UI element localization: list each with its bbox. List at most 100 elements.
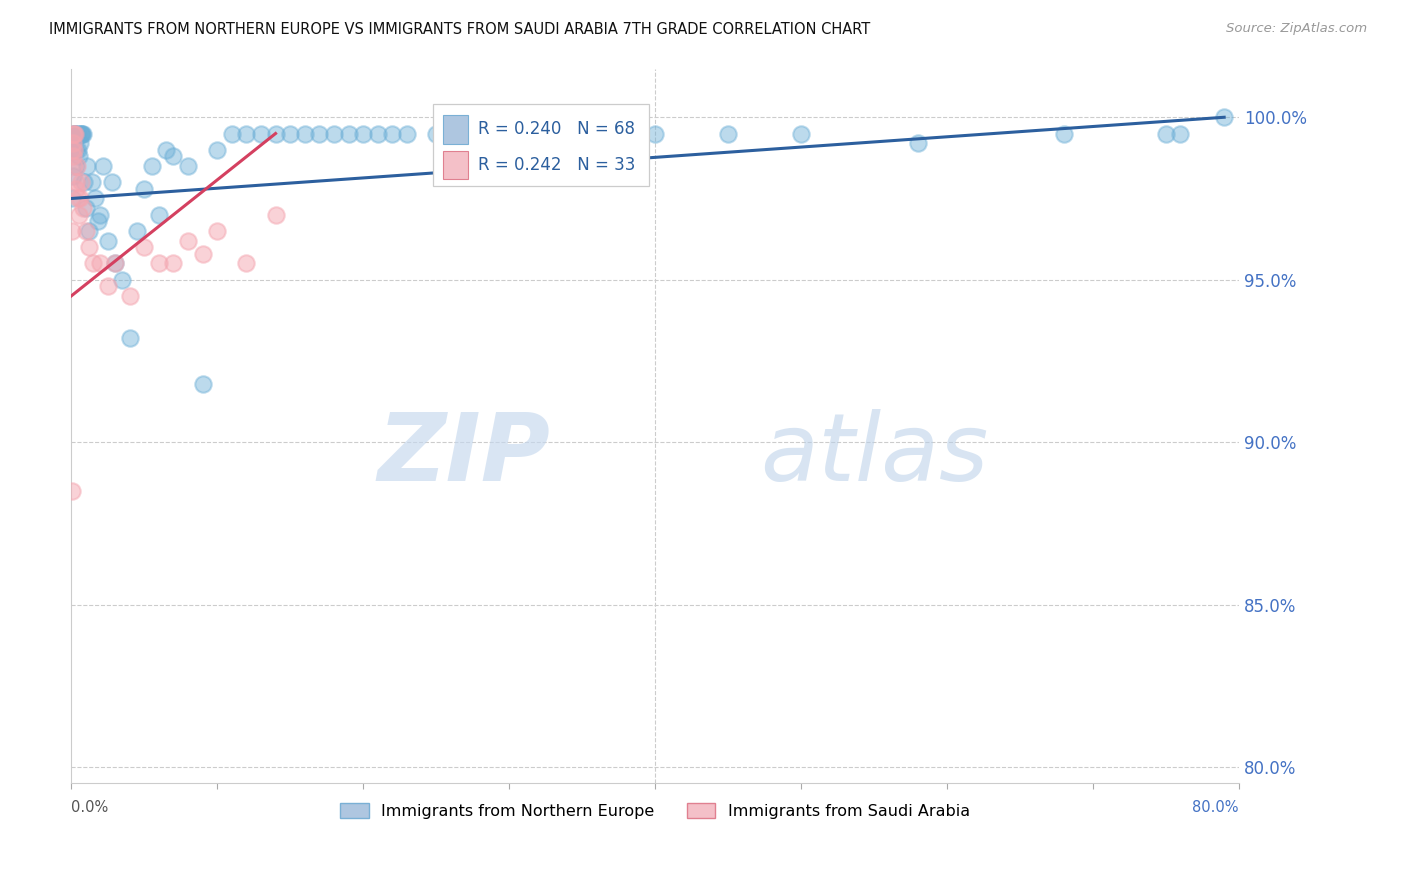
Text: R = 0.240   N = 68: R = 0.240 N = 68 [478, 120, 634, 138]
Point [83, 192, 105, 206]
Point [86, 214, 108, 228]
Point [221, 127, 243, 141]
Point [264, 208, 287, 222]
Point [381, 127, 404, 141]
Point [278, 127, 301, 141]
Point [205, 143, 228, 157]
Point [527, 127, 550, 141]
Point [63, 127, 86, 141]
Point [97, 279, 120, 293]
Point [205, 224, 228, 238]
Point [162, 256, 184, 270]
Point [104, 256, 127, 270]
Point [1170, 127, 1192, 141]
Point [337, 127, 360, 141]
Point [62, 149, 84, 163]
Text: ZIP: ZIP [377, 409, 550, 500]
Point [89, 256, 111, 270]
Point [65, 127, 87, 141]
Point [571, 127, 593, 141]
Point [790, 127, 813, 141]
Point [63, 133, 86, 147]
Point [235, 127, 257, 141]
Point [72, 127, 94, 141]
Point [62, 136, 84, 151]
Point [73, 175, 96, 189]
Point [177, 234, 200, 248]
Point [97, 234, 120, 248]
Point [177, 159, 200, 173]
Point [644, 127, 666, 141]
Point [101, 175, 124, 189]
Point [65, 159, 87, 173]
Point [63, 127, 86, 141]
Point [65, 182, 87, 196]
Point [80, 175, 103, 189]
Point [63, 159, 86, 173]
Point [125, 224, 148, 238]
Point [66, 143, 89, 157]
Point [118, 289, 141, 303]
Point [65, 143, 87, 157]
Point [67, 149, 90, 163]
Text: R = 0.242   N = 33: R = 0.242 N = 33 [478, 156, 636, 174]
Point [367, 127, 389, 141]
Point [75, 201, 97, 215]
Point [63, 127, 86, 141]
Point [308, 127, 330, 141]
Point [60, 143, 83, 157]
Point [60, 224, 83, 238]
Point [60, 192, 83, 206]
Point [498, 127, 520, 141]
Point [77, 224, 100, 238]
Point [66, 159, 89, 173]
Point [454, 127, 477, 141]
Point [134, 182, 156, 196]
Point [250, 127, 273, 141]
Point [235, 256, 257, 270]
Point [191, 376, 214, 391]
Point [294, 127, 316, 141]
Point [141, 159, 163, 173]
Point [77, 240, 100, 254]
FancyBboxPatch shape [443, 115, 468, 144]
Point [162, 149, 184, 163]
Point [62, 143, 84, 157]
Point [148, 256, 170, 270]
Point [89, 208, 111, 222]
Point [191, 246, 214, 260]
Point [70, 175, 93, 189]
Point [62, 127, 84, 141]
Point [395, 127, 418, 141]
Point [1213, 110, 1236, 124]
Point [65, 175, 87, 189]
Point [76, 159, 98, 173]
FancyBboxPatch shape [433, 104, 650, 186]
Point [69, 192, 91, 206]
Point [717, 127, 740, 141]
Point [93, 159, 115, 173]
Point [111, 273, 134, 287]
Point [907, 136, 929, 151]
FancyBboxPatch shape [443, 151, 468, 179]
Point [264, 127, 287, 141]
Point [67, 127, 90, 141]
Point [104, 256, 127, 270]
Point [1154, 127, 1177, 141]
Legend: Immigrants from Northern Europe, Immigrants from Saudi Arabia: Immigrants from Northern Europe, Immigra… [333, 797, 977, 825]
Point [60, 483, 83, 498]
Point [352, 127, 374, 141]
Point [66, 127, 89, 141]
Point [425, 127, 447, 141]
Point [82, 256, 104, 270]
Text: 0.0%: 0.0% [72, 799, 108, 814]
Point [63, 127, 86, 141]
Point [134, 240, 156, 254]
Text: Source: ZipAtlas.com: Source: ZipAtlas.com [1226, 22, 1367, 36]
Point [323, 127, 346, 141]
Text: 80.0%: 80.0% [1192, 799, 1239, 814]
Point [118, 331, 141, 345]
Point [69, 136, 91, 151]
Point [148, 208, 170, 222]
Point [155, 143, 177, 157]
